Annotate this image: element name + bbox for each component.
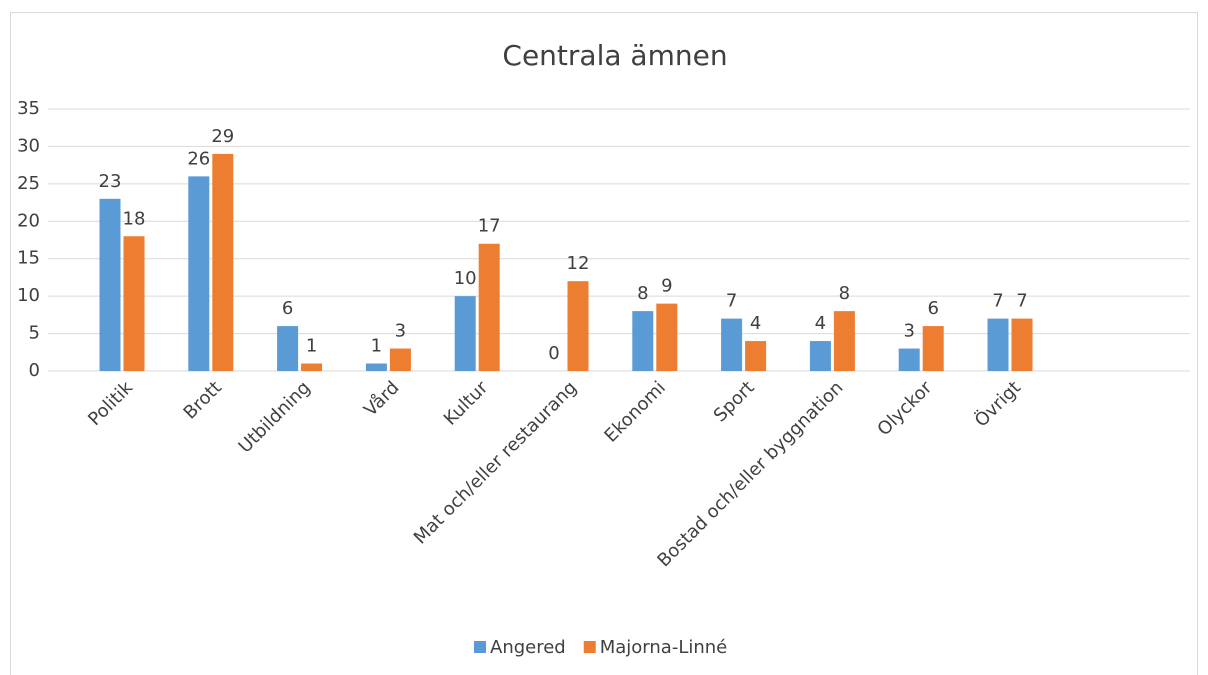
bar [809,341,831,371]
y-tick-label: 10 [17,285,40,306]
y-tick-label: 25 [17,173,40,194]
data-label: 29 [211,126,234,147]
y-tick-label: 15 [17,248,40,269]
bar [277,326,299,371]
data-label: 4 [815,313,826,334]
data-label: 23 [99,171,122,192]
legend-label: Majorna-Linné [600,637,728,658]
data-label: 1 [371,336,382,357]
data-label: 3 [395,321,406,342]
data-label: 4 [750,313,761,334]
bar [833,311,855,371]
bar [212,153,234,371]
data-label: 7 [1016,291,1027,312]
data-label: 1 [306,336,317,357]
bar [123,236,145,371]
bar [1011,318,1033,371]
data-label: 17 [478,216,501,237]
data-label: 8 [839,283,850,304]
data-label: 10 [454,268,477,289]
bar [898,348,920,371]
bar [454,296,476,371]
bar [478,243,500,371]
y-tick-label: 30 [17,135,40,156]
bar [987,318,1009,371]
y-tick-label: 20 [17,210,40,231]
data-label: 3 [903,321,914,342]
data-label: 8 [637,283,648,304]
data-label: 18 [123,208,146,229]
y-tick-label: 5 [29,323,40,344]
data-label: 12 [567,253,590,274]
bar [721,318,743,371]
bar [188,176,210,371]
legend-label: Angered [490,637,566,658]
data-label: 7 [992,291,1003,312]
bar [922,326,944,371]
data-label: 26 [187,148,210,169]
data-label: 0 [548,343,559,364]
legend-swatch [474,641,486,653]
chart-title: Centrala ämnen [502,39,727,72]
y-tick-label: 0 [29,360,40,381]
data-label: 9 [661,276,672,297]
bar [567,281,589,371]
y-tick-label: 35 [17,98,40,119]
data-label: 6 [282,298,293,319]
bar [365,363,387,371]
bar [745,341,767,371]
legend-swatch [583,641,596,653]
data-label: 6 [927,298,938,319]
data-label: 7 [726,291,737,312]
bar [389,348,411,371]
bar [99,198,121,371]
bar [301,363,323,371]
bar [632,311,654,371]
bar [656,303,678,371]
